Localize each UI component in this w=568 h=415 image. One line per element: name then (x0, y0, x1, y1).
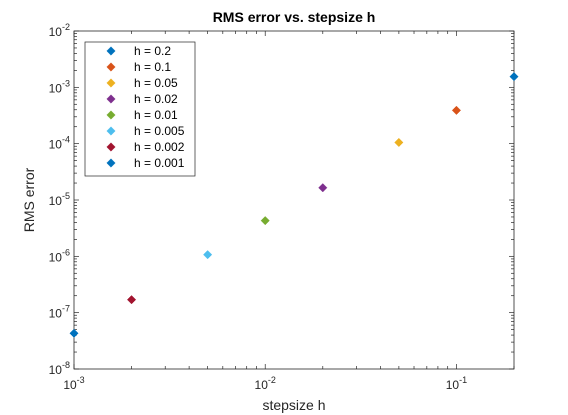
y-tick-label: 10-7 (49, 304, 70, 321)
legend-label: h = 0.01 (134, 108, 178, 122)
y-tick-label: 10-4 (49, 135, 70, 152)
legend-label: h = 0.05 (134, 76, 178, 90)
legend-label: h = 0.1 (134, 60, 171, 74)
chart-title: RMS error vs. stepsize h (213, 9, 376, 25)
data-point (394, 137, 404, 148)
data-point (509, 72, 519, 82)
y-tick-label: 10-5 (49, 191, 70, 208)
y-axis-label: RMS error (21, 167, 37, 232)
x-tick-label: 10-3 (63, 375, 84, 392)
axis-ticks: 10-8 10-7 10-6 10-5 10-4 10-3 10-2 10-3 10-2 10-1 (49, 22, 515, 392)
data-point (451, 105, 461, 115)
x-tick-label: 10-1 (446, 375, 467, 392)
x-axis-label: stepsize h (262, 397, 325, 413)
legend-marker (106, 94, 116, 104)
legend-label: h = 0.02 (134, 92, 178, 106)
legend: h = 0.2 h = 0.1 h = 0.05 h = 0.02 h = 0.01 h … (84, 41, 196, 177)
legend-marker (106, 126, 116, 136)
legend-marker (106, 142, 116, 152)
legend-label: h = 0.002 (134, 140, 185, 154)
data-point (318, 183, 328, 193)
axes-box (73, 30, 515, 370)
legend-marker (106, 62, 116, 72)
legend-marker (106, 46, 116, 56)
x-tick-label: 10-2 (255, 375, 276, 392)
y-tick-label: 10-6 (49, 247, 70, 264)
legend-label: h = 0.001 (134, 156, 185, 170)
data-points (69, 72, 519, 338)
y-tick-label: 10-2 (49, 22, 70, 39)
legend-marker (106, 110, 116, 120)
data-point (69, 328, 79, 338)
legend-marker (106, 78, 116, 88)
data-point (203, 250, 213, 260)
data-point (127, 295, 137, 305)
legend-marker (106, 158, 116, 168)
y-tick-label: 10-3 (49, 78, 70, 95)
y-tick-label: 10-8 (49, 360, 70, 377)
legend-box (84, 41, 196, 177)
legend-label: h = 0.005 (134, 124, 185, 138)
legend-label: h = 0.2 (134, 44, 171, 58)
data-point (260, 216, 270, 226)
